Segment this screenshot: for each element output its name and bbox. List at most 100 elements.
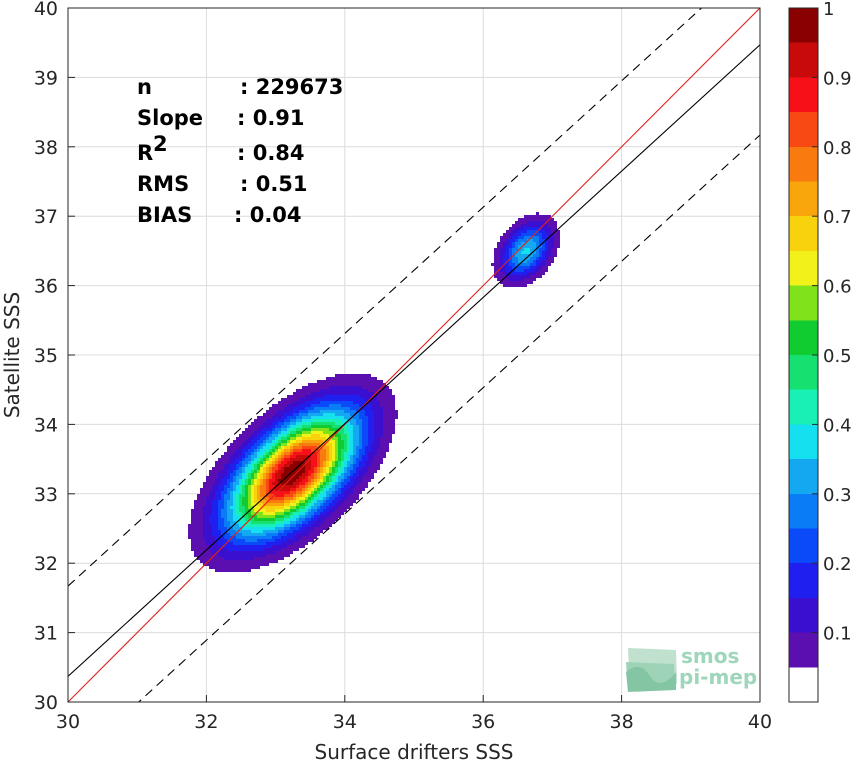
contour-band bbox=[368, 458, 374, 461]
contour-band bbox=[362, 425, 368, 428]
contour-band bbox=[368, 428, 374, 431]
contour-band bbox=[344, 461, 347, 464]
contour-band bbox=[233, 542, 266, 545]
y-tick-label: 40 bbox=[34, 0, 58, 20]
contour-band bbox=[506, 251, 509, 254]
contour-band bbox=[218, 509, 221, 512]
contour-band bbox=[359, 461, 365, 464]
contour-band bbox=[242, 512, 245, 515]
contour-band bbox=[254, 491, 257, 494]
contour-band bbox=[275, 512, 284, 515]
contour-band bbox=[206, 497, 215, 500]
contour-band bbox=[278, 401, 293, 404]
contour-band bbox=[251, 485, 254, 488]
y-tick-label: 38 bbox=[34, 137, 58, 159]
contour-band bbox=[290, 491, 296, 494]
contour-band bbox=[245, 455, 248, 458]
contour-band bbox=[239, 467, 242, 470]
contour-band bbox=[272, 467, 278, 470]
contour-band bbox=[248, 425, 260, 428]
contour-band bbox=[320, 503, 323, 506]
contour-band bbox=[266, 467, 269, 470]
contour-band bbox=[497, 245, 503, 248]
contour-band bbox=[251, 521, 275, 524]
contour-band bbox=[326, 467, 329, 470]
contour-band bbox=[227, 512, 233, 515]
contour-band bbox=[299, 497, 305, 500]
contour-band bbox=[248, 464, 251, 467]
contour-band bbox=[323, 488, 326, 491]
contour-band bbox=[338, 488, 341, 491]
contour-band bbox=[284, 509, 290, 512]
contour-band bbox=[329, 479, 332, 482]
contour-band bbox=[335, 509, 347, 512]
contour-band bbox=[350, 446, 353, 449]
contour-band bbox=[221, 515, 227, 518]
contour-band bbox=[218, 500, 224, 503]
contour-band bbox=[332, 512, 344, 515]
contour-band bbox=[272, 449, 275, 452]
contour-band bbox=[347, 488, 353, 491]
contour-band bbox=[506, 245, 512, 248]
contour-band bbox=[338, 458, 341, 461]
contour-band bbox=[269, 485, 275, 488]
contour-band bbox=[203, 506, 212, 509]
contour-band bbox=[332, 470, 335, 473]
contour-band bbox=[260, 500, 266, 503]
contour-band bbox=[284, 464, 290, 467]
contour-band bbox=[233, 503, 236, 506]
contour-band bbox=[260, 467, 263, 470]
contour-band bbox=[512, 236, 518, 239]
contour-band bbox=[248, 443, 254, 446]
contour-band bbox=[203, 518, 209, 521]
contour-band bbox=[236, 494, 239, 497]
contour-band bbox=[287, 416, 296, 419]
y-axis-ticks: 30 31 32 33 34 35 36 37 38 39 40 bbox=[34, 0, 75, 714]
contour-band bbox=[332, 467, 335, 470]
contour-band bbox=[353, 455, 359, 458]
contour-band bbox=[269, 458, 272, 461]
contour-band bbox=[230, 533, 242, 536]
contour-band bbox=[275, 524, 284, 527]
contour-band bbox=[326, 464, 329, 467]
contour-band bbox=[275, 464, 278, 467]
contour-band bbox=[248, 494, 251, 497]
contour-band bbox=[218, 506, 224, 509]
contour-band bbox=[317, 455, 320, 458]
contour-band bbox=[188, 533, 203, 536]
contour-band bbox=[302, 446, 317, 449]
contour-band bbox=[494, 269, 500, 272]
contour-band bbox=[212, 551, 275, 554]
contour-band bbox=[368, 455, 374, 458]
x-axis-ticks: 30 32 34 36 38 40 bbox=[56, 695, 772, 733]
contour-band bbox=[338, 452, 341, 455]
contour-band bbox=[275, 473, 281, 476]
contour-band bbox=[191, 509, 203, 512]
contour-band bbox=[515, 239, 518, 242]
contour-band bbox=[308, 479, 311, 482]
contour-band bbox=[272, 458, 275, 461]
contour-band bbox=[305, 494, 308, 497]
contour-band bbox=[203, 521, 209, 524]
contour-band bbox=[230, 506, 236, 509]
contour-band bbox=[359, 482, 368, 485]
contour-band bbox=[323, 464, 326, 467]
colorbar-segment bbox=[789, 389, 818, 425]
contour-band bbox=[278, 446, 281, 449]
contour-band bbox=[287, 434, 290, 437]
contour-band bbox=[233, 482, 239, 485]
contour-band bbox=[272, 545, 287, 548]
contour-band bbox=[260, 437, 266, 440]
contour-band bbox=[194, 503, 206, 506]
contour-band bbox=[332, 506, 338, 509]
contour-band bbox=[350, 443, 353, 446]
contour-band bbox=[329, 482, 332, 485]
contour-band bbox=[356, 458, 362, 461]
contour-band bbox=[239, 515, 242, 518]
contour-band bbox=[494, 275, 506, 278]
contour-band bbox=[335, 455, 338, 458]
contour-band bbox=[275, 428, 281, 431]
contour-band bbox=[191, 542, 206, 545]
contour-band bbox=[278, 533, 287, 536]
contour-band bbox=[188, 530, 203, 533]
